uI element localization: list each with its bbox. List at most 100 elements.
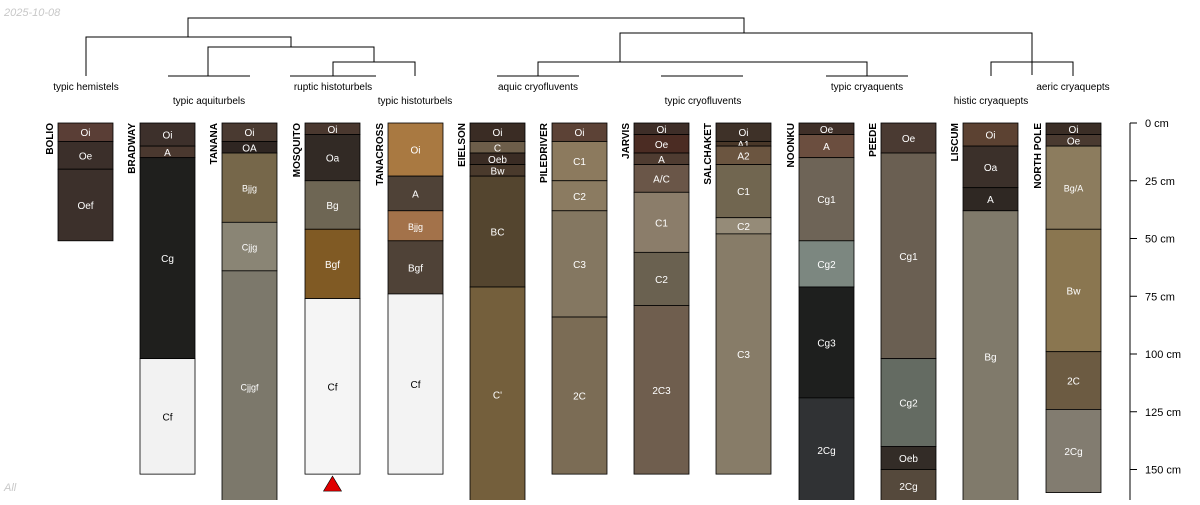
horizon-label: 2Cg bbox=[817, 446, 835, 457]
taxa-labels: typic hemistels typic aquiturbels ruptic h… bbox=[53, 82, 1109, 107]
horizon-label: C2 bbox=[737, 222, 750, 233]
profile-name: EIELSON bbox=[457, 123, 468, 167]
horizon-label: C1 bbox=[655, 218, 668, 229]
horizon-label: A bbox=[412, 189, 419, 200]
horizon-label: Oi bbox=[1069, 125, 1079, 136]
horizon bbox=[304, 228, 361, 299]
profile-column: NOONKU Oe A Cg1 Cg2 Cg3 2Cg bbox=[786, 122, 855, 503]
horizon bbox=[633, 305, 690, 475]
profile-column: TANANA Oi OA Bjjg Cjjg Cjjgf bbox=[209, 122, 278, 503]
horizon-label: Oi bbox=[245, 128, 255, 139]
horizon-label: Oe bbox=[902, 134, 916, 145]
horizon-label: Oeb bbox=[488, 155, 507, 166]
horizon-label: Cf bbox=[163, 412, 173, 423]
horizon-label: Cg bbox=[161, 254, 174, 265]
horizon-label: Oa bbox=[326, 154, 340, 165]
horizon bbox=[633, 191, 690, 253]
horizon-label: Bjjg bbox=[408, 222, 423, 232]
horizon bbox=[551, 210, 608, 318]
horizon bbox=[387, 240, 444, 295]
horizon-label: Cg1 bbox=[899, 252, 918, 263]
horizon-label: Oi bbox=[986, 131, 996, 142]
horizon-label: Cg3 bbox=[817, 338, 836, 349]
horizon-label: Oa bbox=[984, 163, 998, 174]
horizon-label: Oi bbox=[328, 125, 338, 136]
horizon bbox=[469, 175, 526, 288]
taxon-label: histic cryaquepts bbox=[954, 96, 1028, 107]
horizon-label: 2C bbox=[573, 392, 586, 403]
profile-name: BOLIO bbox=[45, 123, 56, 155]
horizon-label: A bbox=[658, 155, 665, 166]
horizon-label: A bbox=[164, 148, 171, 159]
profile-column: MOSQUITO Oi Oa Bg Bgf Cf bbox=[292, 122, 361, 492]
depth-tick-label: 125 cm bbox=[1145, 407, 1181, 419]
horizon-label: Bjjg bbox=[242, 184, 257, 194]
horizon bbox=[880, 358, 937, 447]
horizon bbox=[798, 240, 855, 288]
horizon bbox=[633, 251, 690, 306]
horizon bbox=[1045, 145, 1102, 230]
taxon-label: ruptic histoturbels bbox=[294, 82, 372, 93]
horizon-label: Oe bbox=[820, 125, 834, 136]
taxon-label: typic cryofluvents bbox=[665, 96, 742, 107]
profile-column: TANACROSS Oi A Bjjg Bgf Cf bbox=[375, 122, 444, 475]
horizon-label: Cg2 bbox=[817, 260, 836, 271]
depth-tick-label: 25 cm bbox=[1145, 176, 1175, 188]
footer-note: All bbox=[4, 482, 17, 494]
horizon-label: Oeb bbox=[899, 454, 918, 465]
horizon-label: Cjjgf bbox=[240, 382, 259, 392]
horizon-label: Bgf bbox=[325, 260, 340, 271]
depth-tick-label: 50 cm bbox=[1145, 234, 1175, 246]
horizon-label: 2C bbox=[1067, 377, 1080, 388]
horizon-label: Cjjg bbox=[242, 243, 258, 253]
truncation-marker-icon bbox=[322, 475, 343, 492]
taxon-label: aeric cryaquepts bbox=[1036, 82, 1109, 93]
profiles: BOLIO Oi Oe Oef BRADWAY Oi A Cg Cf TANANA Oi OA Bjjg… bbox=[45, 122, 1102, 503]
horizon-label: Cg1 bbox=[817, 195, 836, 206]
horizon-label: Oef bbox=[77, 201, 93, 212]
horizon bbox=[1045, 351, 1102, 410]
taxon-label: typic aquiturbels bbox=[173, 96, 245, 107]
profile-name: NORTH POLE bbox=[1033, 123, 1044, 189]
horizon-label: C bbox=[494, 143, 501, 154]
profile-name: JARVIS bbox=[621, 123, 632, 159]
horizon bbox=[139, 358, 196, 475]
horizon-label: Oi bbox=[411, 146, 421, 157]
horizon bbox=[798, 286, 855, 399]
horizon-label: C2 bbox=[573, 192, 586, 203]
depth-tick-label: 100 cm bbox=[1145, 349, 1181, 361]
depth-tick-label: 75 cm bbox=[1145, 291, 1175, 303]
horizon bbox=[304, 134, 361, 182]
profile-column: LISCUM Oi Oa A Bg bbox=[950, 122, 1019, 503]
profile-column: PILEDRIVER Oi C1 C2 C3 2C bbox=[539, 122, 608, 475]
horizon-label: A/C bbox=[653, 174, 670, 185]
horizon bbox=[387, 293, 444, 475]
horizon-label: C1 bbox=[737, 187, 750, 198]
taxon-label: typic histoturbels bbox=[378, 96, 452, 107]
horizon-label: Oi bbox=[739, 128, 749, 139]
profile-column: BRADWAY Oi A Cg Cf bbox=[127, 122, 196, 475]
horizon bbox=[304, 298, 361, 475]
profile-name: BRADWAY bbox=[127, 123, 138, 174]
horizon-label: A1 bbox=[737, 140, 750, 151]
profile-name: TANANA bbox=[209, 123, 220, 164]
horizon bbox=[880, 469, 937, 503]
horizon bbox=[221, 270, 278, 503]
depth-tick-label: 0 cm bbox=[1145, 118, 1169, 130]
taxon-label: aquic cryofluvents bbox=[498, 82, 578, 93]
horizon bbox=[57, 141, 114, 170]
horizon-label: C2 bbox=[655, 275, 668, 286]
profile-name: NOONKU bbox=[786, 123, 797, 167]
horizon bbox=[715, 164, 772, 219]
horizon bbox=[57, 168, 114, 242]
horizon bbox=[139, 157, 196, 360]
horizon-label: Oe bbox=[655, 140, 669, 151]
horizon-label: BC bbox=[491, 228, 505, 239]
horizon-label: OA bbox=[242, 143, 257, 154]
horizon-label: C' bbox=[493, 391, 502, 402]
horizon-label: Oi bbox=[575, 128, 585, 139]
